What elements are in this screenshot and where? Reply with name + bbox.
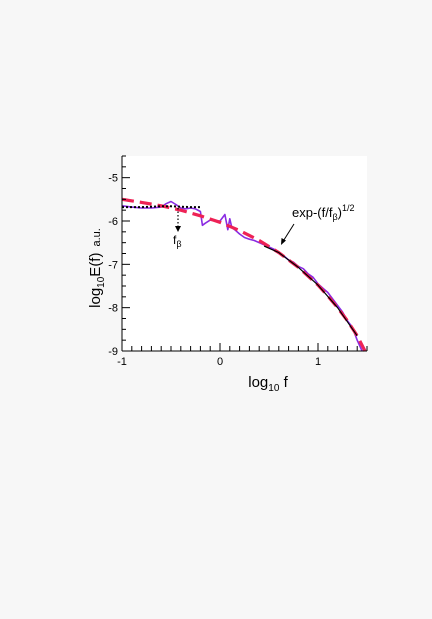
y-tick-label: -8: [108, 303, 118, 315]
x-tick-label: 0: [217, 356, 223, 368]
fit-formula-arrowhead: [281, 238, 286, 245]
series-layer: [121, 197, 367, 352]
plot-background: [122, 156, 367, 351]
y-tick-label: -9: [108, 346, 118, 358]
series-line-3: [263, 245, 358, 337]
y-tick-label: -6: [108, 216, 118, 228]
y-axis-label: log10E(f)a.u.: [87, 228, 107, 308]
axes: -1 0 1 -9 -8 -7 -6 -5: [108, 155, 368, 368]
series-line-2: [122, 205, 201, 209]
y-tick-label: -7: [108, 259, 118, 271]
x-axis-label: log10 f: [248, 374, 288, 394]
f-beta-label: fβ: [173, 233, 182, 249]
fit-formula-annotation: exp-(f/fβ)1/2: [292, 203, 355, 222]
plot-area: [122, 156, 367, 351]
x-tick-label: -1: [117, 356, 127, 368]
y-tick-label: -5: [108, 173, 118, 185]
x-tick-label: 1: [315, 356, 321, 368]
f-beta-arrowhead: [175, 226, 181, 232]
